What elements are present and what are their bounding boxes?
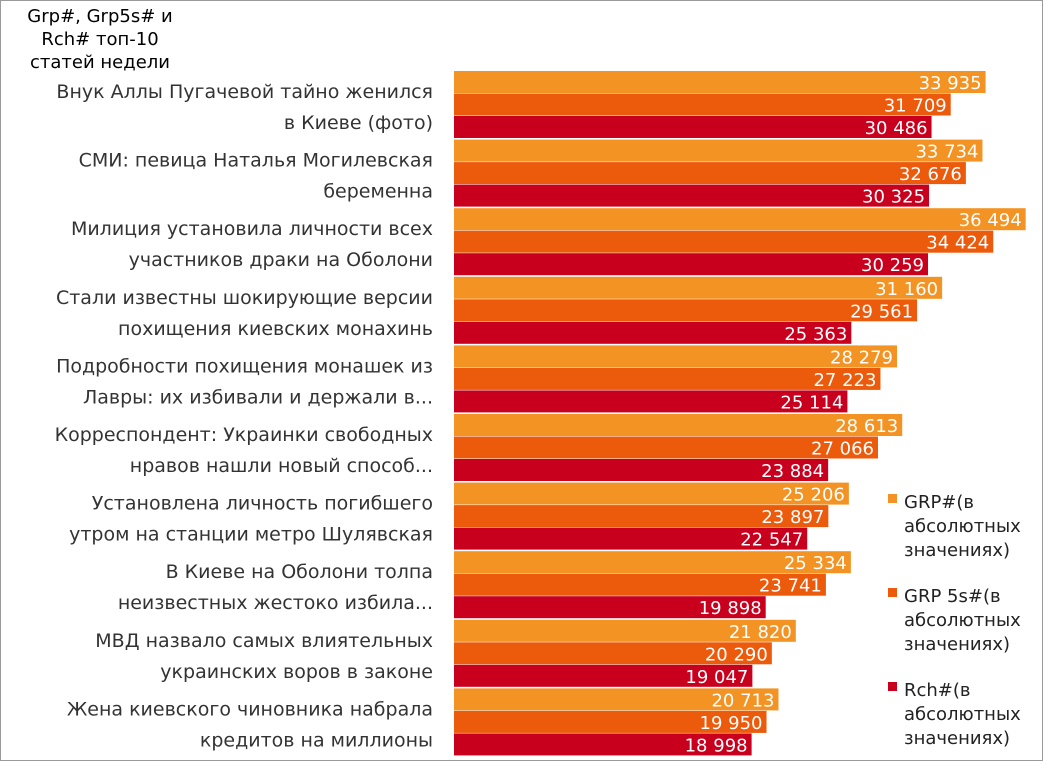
bar <box>454 230 994 253</box>
bar <box>454 321 852 344</box>
category-label: МВД назвало самых влиятельных <box>95 630 433 652</box>
category-label: В Киеве на Оболони толпа <box>166 561 433 583</box>
bar <box>454 162 966 185</box>
bar <box>454 505 829 528</box>
value-label: 36 494 <box>959 210 1022 231</box>
value-label: 30 259 <box>861 255 924 276</box>
value-label: 30 486 <box>865 118 928 139</box>
value-label: 31 160 <box>875 279 938 300</box>
category-label: Внук Аллы Пугачевой тайно женился <box>56 81 433 103</box>
value-label: 25 114 <box>780 392 843 413</box>
value-label: 25 334 <box>784 553 847 574</box>
bar <box>454 390 848 413</box>
value-label: 31 709 <box>884 96 947 117</box>
legend-label: значениях) <box>904 634 1010 655</box>
value-label: 34 424 <box>926 233 989 254</box>
value-label: 25 363 <box>784 324 847 345</box>
legend-label: абсолютных <box>904 516 1021 537</box>
chart-title: Grp#, Grp5s# и Rch# топ-10 статей недели <box>27 6 173 73</box>
category-label: неизвестных жестоко избила... <box>118 592 433 614</box>
category-label: Милиция установила личности всех <box>71 218 433 240</box>
value-label: 20 290 <box>705 644 768 665</box>
value-label: 19 047 <box>685 667 748 688</box>
legend-label: значениях) <box>904 728 1010 749</box>
bar <box>454 436 878 459</box>
legend-label: GRP#(в <box>904 492 974 513</box>
bar <box>454 299 918 322</box>
category-label: СМИ: певица Наталья Могилевская <box>79 150 433 172</box>
bar <box>454 688 779 711</box>
value-label: 20 713 <box>711 690 774 711</box>
category-label: Корреспондент: Украинки свободных <box>55 424 433 446</box>
bar <box>454 664 753 687</box>
value-label: 19 898 <box>699 598 762 619</box>
legend-marker <box>888 494 897 503</box>
value-label: 23 884 <box>761 461 824 482</box>
category-label: украинских воров в законе <box>160 661 433 683</box>
category-label: нравов нашли новый способ... <box>130 455 433 477</box>
legend-label: абсолютных <box>904 704 1021 725</box>
bar <box>454 184 930 207</box>
category-label: похищения киевских монахинь <box>118 318 433 340</box>
value-label: 25 206 <box>782 485 845 506</box>
category-label: утром на станции метро Шулявская <box>69 524 433 546</box>
value-label: 22 547 <box>740 530 803 551</box>
bar <box>454 208 1026 231</box>
category-label: Подробности похищения монашек из <box>56 355 433 377</box>
bar <box>454 71 986 93</box>
value-label: 23 741 <box>759 576 822 597</box>
bar <box>454 551 851 574</box>
bar <box>454 527 808 550</box>
value-label: 18 998 <box>685 735 748 756</box>
bar <box>454 642 772 665</box>
bar <box>454 345 897 368</box>
legend-label: Rch#(в <box>904 680 971 701</box>
bar <box>454 459 829 481</box>
bar <box>454 139 983 162</box>
bar <box>454 733 752 756</box>
value-label: 27 223 <box>813 370 876 391</box>
category-label: Стали известны шокирующие версии <box>56 287 433 309</box>
bar <box>454 482 849 505</box>
value-label: 32 676 <box>899 164 962 185</box>
value-label: 28 279 <box>830 347 893 368</box>
bar <box>454 367 881 390</box>
bar <box>454 619 796 642</box>
value-label: 27 066 <box>811 439 874 460</box>
bar <box>454 573 826 596</box>
legend-label: абсолютных <box>904 610 1021 631</box>
legend-label: значениях) <box>904 540 1010 561</box>
value-label: 33 935 <box>919 73 982 94</box>
category-label: в Киеве (фото) <box>284 112 433 134</box>
legend-marker <box>888 682 897 691</box>
category-label: участников драки на Оболони <box>129 249 433 271</box>
value-label: 28 613 <box>835 416 898 437</box>
value-label: 29 561 <box>850 301 913 322</box>
value-label: 23 897 <box>761 507 824 528</box>
bar <box>454 93 951 116</box>
category-label: беременна <box>323 181 433 203</box>
category-label: кредитов на миллионы <box>200 729 433 751</box>
value-label: 19 950 <box>700 713 763 734</box>
category-label: Жена киевского чиновника набрала <box>67 698 433 720</box>
value-label: 33 734 <box>915 142 978 163</box>
legend-label: GRP 5s#(в <box>904 586 1001 607</box>
legend-marker <box>888 588 897 597</box>
value-label: 21 820 <box>729 622 792 643</box>
bar <box>454 414 903 436</box>
bar <box>454 116 932 138</box>
bar <box>454 710 767 733</box>
category-label: Лавры: их избивали и держали в... <box>83 386 433 408</box>
bar <box>454 596 766 619</box>
bar <box>454 276 943 299</box>
value-label: 30 325 <box>862 187 925 208</box>
category-label: Установлена личность погибшего <box>92 493 433 515</box>
bar <box>454 253 929 276</box>
